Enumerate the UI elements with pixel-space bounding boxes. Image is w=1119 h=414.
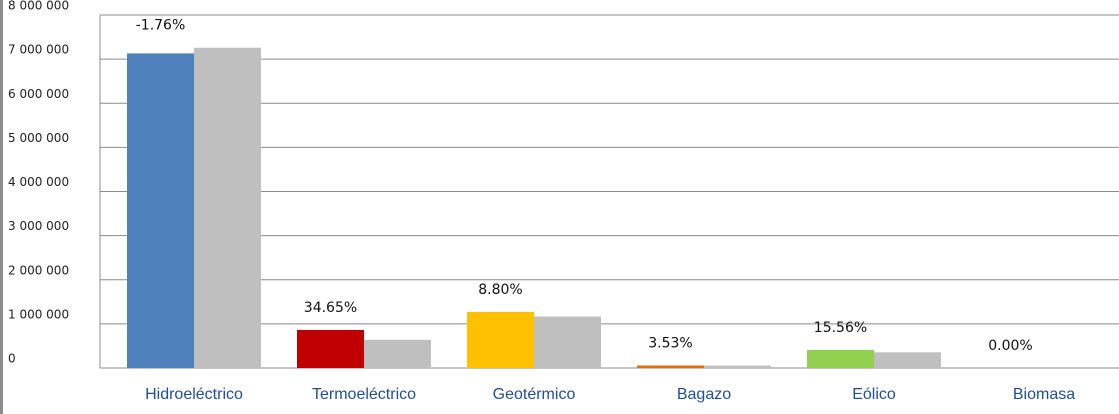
bar [807, 349, 874, 368]
annotation: 15.56% [814, 320, 867, 336]
bar [194, 47, 261, 368]
x-tick-label: Termoeléctrico [312, 386, 416, 403]
bar [637, 365, 704, 368]
bar [364, 339, 431, 368]
y-tick-label: 8 000 000 [8, 0, 69, 13]
annotation: 34.65% [304, 300, 357, 316]
y-tick-label: 7 000 000 [8, 43, 69, 57]
bar [127, 53, 194, 369]
bar [297, 329, 364, 368]
y-tick-label: 4 000 000 [8, 175, 69, 189]
bar [534, 316, 601, 368]
bar [874, 352, 941, 368]
bar [704, 365, 771, 368]
y-tick-label: 3 000 000 [8, 219, 69, 233]
annotation: 3.53% [648, 335, 692, 351]
annotation: 0.00% [988, 338, 1032, 354]
y-tick-label: 6 000 000 [8, 87, 69, 101]
x-tick-label: Geotérmico [493, 386, 576, 403]
x-tick-label: Eólico [852, 386, 896, 403]
y-tick-label: 5 000 000 [8, 131, 69, 145]
left-border [0, 0, 3, 414]
annotation: -1.76% [136, 18, 186, 34]
x-tick-label: Biomasa [1013, 386, 1075, 403]
annotation: 8.80% [478, 282, 522, 298]
y-tick-label: 0 [8, 352, 16, 366]
y-tick-label: 2 000 000 [8, 263, 69, 277]
bar [467, 311, 534, 368]
y-tick-label: 1 000 000 [8, 307, 69, 321]
x-tick-label: Bagazo [677, 386, 731, 403]
x-tick-label: Hidroeléctrico [145, 386, 243, 403]
